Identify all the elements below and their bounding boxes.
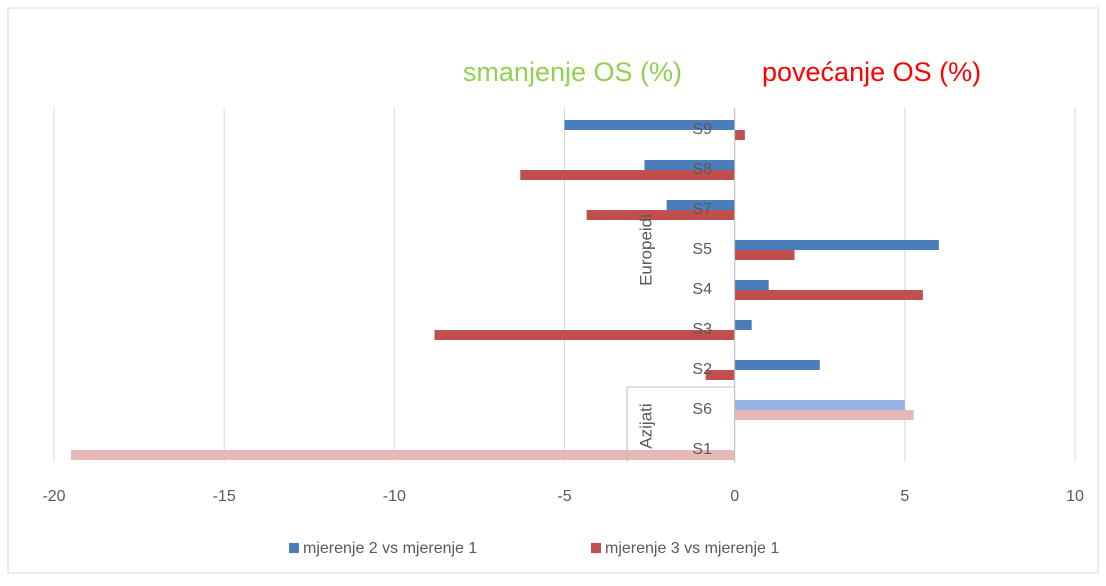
bar: [666, 200, 735, 210]
bar: [734, 410, 914, 420]
bar: [705, 370, 735, 380]
legend-label: mjerenje 3 vs mjerenje 1: [605, 540, 779, 557]
bar: [734, 130, 745, 140]
y-tick-label: S4: [692, 281, 712, 298]
bar: [434, 330, 735, 340]
bar: [71, 450, 735, 460]
x-tick-label: -20: [42, 488, 65, 505]
bar: [734, 290, 923, 300]
chart-frame: [7, 7, 1099, 574]
bar: [564, 120, 735, 130]
group-label: Azijati: [636, 403, 655, 448]
x-tick-label: -15: [213, 488, 236, 505]
bar: [644, 160, 735, 170]
bar: [734, 400, 905, 410]
x-tick-label: -10: [383, 488, 406, 505]
y-tick-label: S2: [692, 361, 712, 378]
bar: [520, 170, 735, 180]
legend-swatch: [591, 543, 601, 553]
legend-swatch: [289, 543, 299, 553]
annotation: povećanje OS (%): [762, 57, 981, 87]
y-tick-label: S8: [692, 161, 712, 178]
y-tick-label: S1: [692, 441, 712, 458]
x-tick-label: -5: [557, 488, 571, 505]
bar: [734, 250, 795, 260]
y-tick-label: S6: [692, 401, 712, 418]
y-tick-label: S9: [692, 121, 712, 138]
y-tick-label: S7: [692, 201, 712, 218]
bar: [734, 280, 769, 290]
annotation: smanjenje OS (%): [463, 57, 682, 87]
bar: [734, 240, 939, 250]
x-tick-label: 10: [1066, 488, 1084, 505]
bar: [586, 210, 735, 220]
legend-label: mjerenje 2 vs mjerenje 1: [303, 540, 477, 557]
x-tick-label: 5: [900, 488, 909, 505]
group-label: Europeidi: [636, 214, 655, 286]
x-tick-label: 0: [730, 488, 739, 505]
bar: [734, 320, 752, 330]
y-tick-label: S5: [692, 241, 712, 258]
y-tick-label: S3: [692, 321, 712, 338]
bar: [734, 360, 820, 370]
